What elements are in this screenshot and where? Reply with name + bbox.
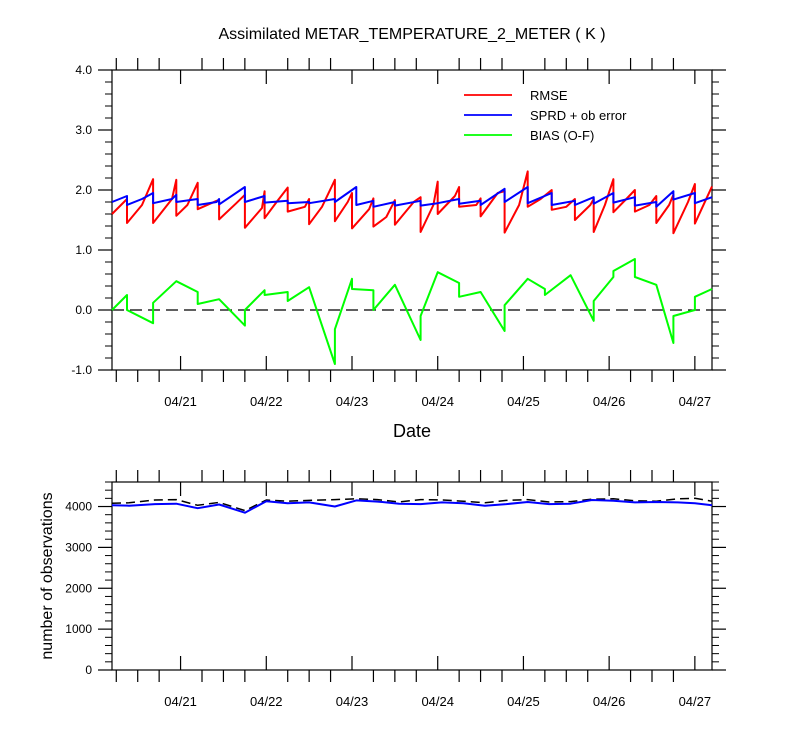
legend-label: RMSE <box>530 88 568 103</box>
y-tick-label: 2000 <box>65 581 92 595</box>
y-tick-label: 3000 <box>65 540 92 554</box>
y-tick-label: 4.0 <box>75 63 92 77</box>
y-tick-label: 3.0 <box>75 123 92 137</box>
y-tick-label: 0.0 <box>75 303 92 317</box>
series-line-possible <box>111 497 713 512</box>
x-tick-label: 04/21 <box>164 694 197 709</box>
y-tick-label: 2.0 <box>75 183 92 197</box>
x-tick-label: 04/21 <box>164 394 197 409</box>
chart-title: Assimilated METAR_TEMPERATURE_2_METER ( … <box>218 26 605 43</box>
x-tick-label: 04/23 <box>336 694 369 709</box>
y-tick-label: 4000 <box>65 500 92 514</box>
series-line-bias-o-f <box>111 258 713 365</box>
y-tick-label: 1.0 <box>75 243 92 257</box>
x-axis-label: Date <box>393 421 431 441</box>
y-tick-label: -1.0 <box>71 363 92 377</box>
x-tick-label: 04/26 <box>593 694 626 709</box>
x-tick-label: 04/24 <box>421 694 454 709</box>
series-line-sprd-ob-error <box>111 186 713 208</box>
x-tick-label: 04/26 <box>593 394 626 409</box>
x-tick-label: 04/22 <box>250 694 283 709</box>
observation-count-panel: 04/21 04/22 04/23 04/24 04/25 04/26 04/27 0 1000… <box>39 470 726 709</box>
x-tick-label: 04/27 <box>679 394 712 409</box>
y-axis-label: number of observations <box>39 492 56 659</box>
x-tick-label: 04/22 <box>250 394 283 409</box>
x-tick-label: 04/25 <box>507 394 540 409</box>
y-tick-label: 1000 <box>65 622 92 636</box>
legend-label: SPRD + ob error <box>530 108 627 123</box>
x-tick-label: 04/27 <box>679 694 712 709</box>
x-tick-label: 04/24 <box>421 394 454 409</box>
x-tick-label: 04/25 <box>507 694 540 709</box>
legend-label: BIAS (O-F) <box>530 128 594 143</box>
rmse-bias-panel: 04/21 04/22 04/23 04/24 04/25 04/26 04/27 -1.0 0… <box>71 26 726 441</box>
series-line-used <box>111 499 713 514</box>
plot-frame <box>111 481 713 671</box>
x-tick-label: 04/23 <box>336 394 369 409</box>
y-tick-label: 0 <box>85 663 92 677</box>
plot-frame <box>111 69 713 371</box>
